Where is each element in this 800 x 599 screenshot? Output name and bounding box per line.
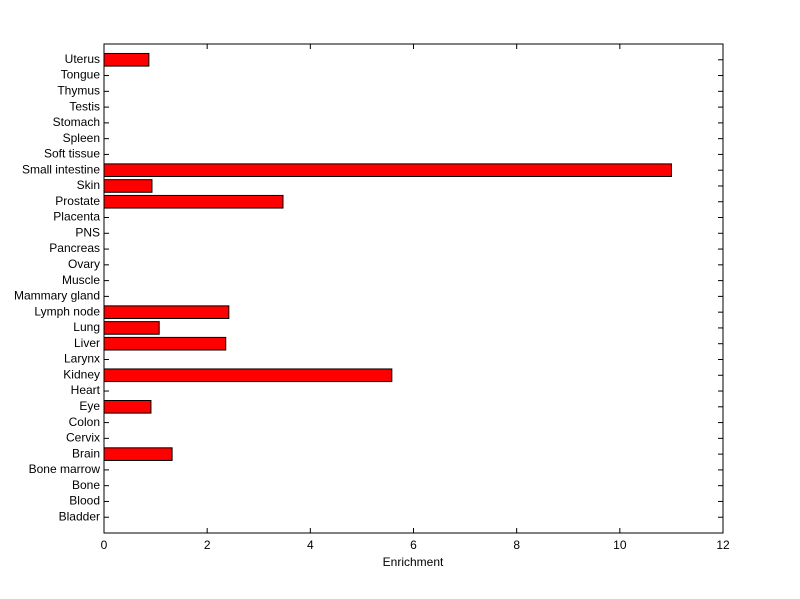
- y-tick-label: Soft tissue: [44, 147, 100, 161]
- y-tick-label: Small intestine: [22, 162, 100, 176]
- bar: [103, 179, 153, 193]
- y-tick-label: Prostate: [55, 194, 100, 208]
- x-tick-label: 10: [613, 538, 627, 552]
- y-tick-label: Tongue: [61, 68, 101, 82]
- bar: [103, 399, 152, 414]
- y-tick-label: Lymph node: [34, 304, 100, 318]
- y-tick-label: Ovary: [68, 257, 100, 271]
- x-axis-label: Enrichment: [383, 555, 444, 569]
- y-tick-label: Muscle: [62, 273, 100, 287]
- y-tick-label: Bladder: [59, 509, 100, 523]
- y-tick-label: Brain: [72, 446, 100, 460]
- y-tick-label: Bone marrow: [29, 462, 101, 476]
- bar: [103, 163, 672, 178]
- x-tick-label: 12: [716, 538, 730, 552]
- x-tick-label: 4: [307, 538, 314, 552]
- y-tick-label: Stomach: [53, 115, 100, 129]
- y-tick-label: Liver: [74, 336, 100, 350]
- y-tick-label: Skin: [77, 178, 100, 192]
- bar: [103, 447, 173, 461]
- bar: [103, 321, 160, 335]
- y-tick-label: Testis: [69, 99, 100, 113]
- y-tick-label: Thymus: [57, 83, 100, 97]
- y-tick-label: Larynx: [64, 352, 100, 366]
- x-tick-label: 6: [410, 538, 417, 552]
- y-tick-label: Mammary gland: [14, 289, 100, 303]
- x-tick-label: 8: [513, 538, 520, 552]
- bar: [103, 305, 230, 319]
- y-tick-label: Lung: [73, 320, 100, 334]
- x-tick-label: 0: [101, 538, 108, 552]
- y-tick-label: Placenta: [53, 210, 100, 224]
- y-tick-label: Kidney: [63, 367, 100, 381]
- y-tick-label: Spleen: [63, 131, 100, 145]
- y-tick-label: Uterus: [65, 52, 100, 66]
- y-tick-label: Eye: [79, 399, 100, 413]
- y-tick-label: Colon: [69, 415, 100, 429]
- bar: [103, 368, 393, 383]
- y-tick-label: PNS: [75, 225, 100, 239]
- y-tick-label: Cervix: [66, 431, 100, 445]
- bar: [103, 52, 150, 67]
- y-tick-label: Heart: [71, 383, 101, 397]
- y-tick-label: Blood: [69, 494, 100, 508]
- bar: [103, 194, 284, 209]
- y-tick-label: Bone: [72, 478, 100, 492]
- x-tick-label: 2: [204, 538, 211, 552]
- axes-box: [103, 43, 724, 534]
- y-tick-label: Pancreas: [49, 241, 100, 255]
- bar: [103, 336, 227, 351]
